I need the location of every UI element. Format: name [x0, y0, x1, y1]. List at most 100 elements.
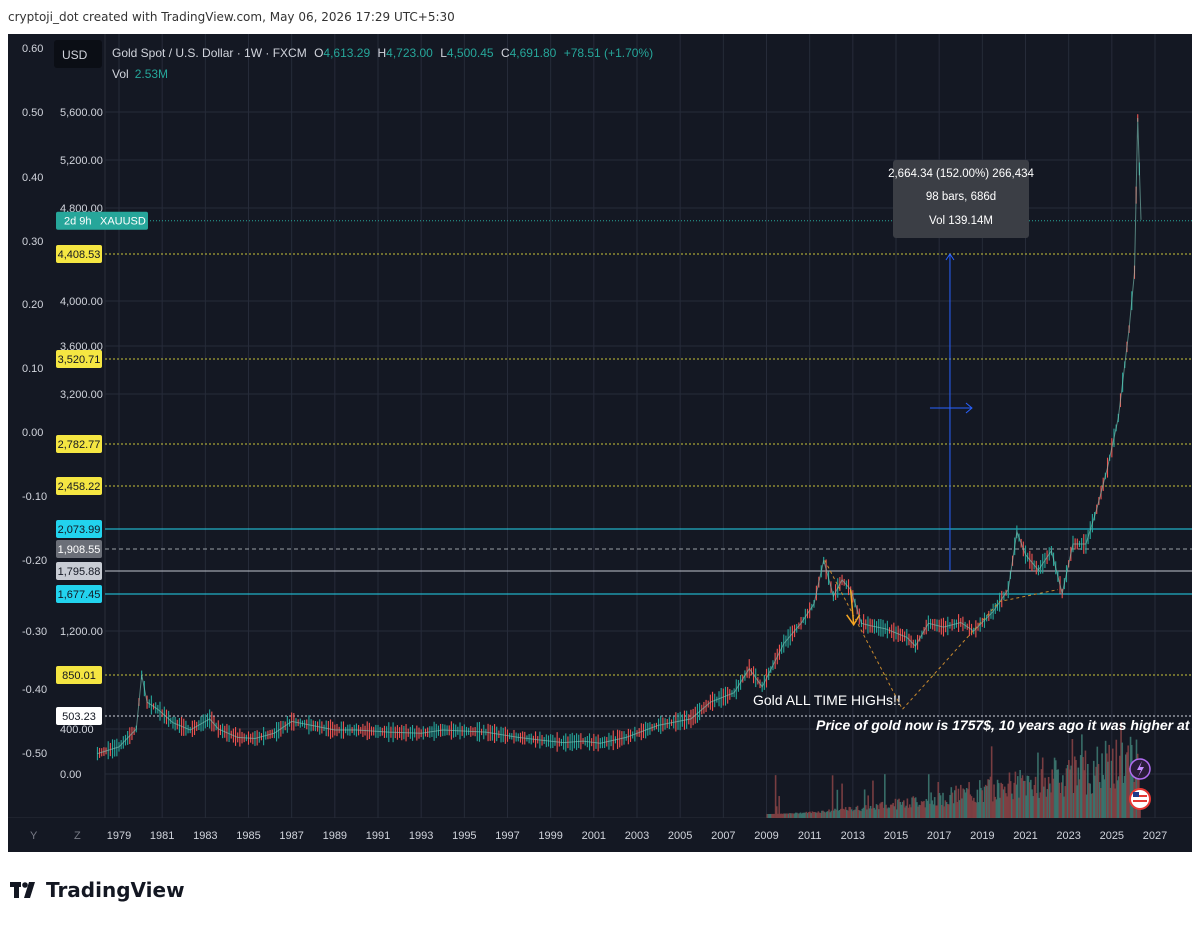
volume-bar — [823, 811, 826, 818]
volume-bar — [1053, 757, 1056, 818]
volume-bar — [901, 801, 904, 818]
down-arrow-head — [846, 614, 861, 627]
high-value: 4,723.00 — [386, 46, 433, 60]
volume-bar — [1070, 765, 1072, 818]
volume-bar — [945, 802, 948, 818]
x-tick-label: 2017 — [927, 830, 951, 842]
price-tick-label: 5,200.00 — [60, 155, 103, 167]
volume-bar — [1020, 778, 1023, 818]
volume-bar — [781, 813, 784, 818]
volume-bar — [957, 788, 960, 818]
volume-bar — [825, 811, 828, 818]
volume-bar — [783, 813, 785, 818]
volume-bar — [1100, 788, 1102, 818]
volume-bar — [943, 806, 945, 818]
volume-bar — [1120, 722, 1122, 818]
volume-bar — [955, 785, 957, 818]
trendline-dashed — [824, 560, 1058, 711]
volume-bar — [1108, 744, 1110, 818]
volume-bar — [831, 775, 834, 818]
volume-bar — [836, 789, 839, 818]
tradingview-logo-icon — [10, 882, 35, 898]
volume-bar — [954, 790, 956, 818]
volume-bar — [923, 800, 925, 818]
volume-bar — [1001, 783, 1004, 818]
volume-bar — [887, 807, 890, 818]
volume-bar — [1104, 740, 1107, 818]
volume-bar — [1009, 781, 1012, 818]
volume-bar — [834, 808, 836, 818]
volume-bar — [876, 805, 879, 818]
x-tick-label: 2009 — [754, 830, 778, 842]
volume-bar — [1101, 753, 1103, 818]
volume-bar — [1028, 782, 1031, 818]
volume-bar — [1018, 797, 1020, 818]
volume-bar — [980, 787, 982, 818]
volume-bar — [912, 796, 915, 818]
volume-bar — [1032, 796, 1035, 818]
change-value: +78.51 (+1.70%) — [564, 46, 653, 60]
volume-bar — [1072, 793, 1075, 818]
ratio-tick-label: 0.60 — [22, 43, 43, 55]
volume-bar — [1117, 776, 1120, 818]
chart-area[interactable]: 0.60 0.50 0.40 0.30 0.20 0.10 0.00 -0.10 -0.20 -0… — [8, 34, 1200, 852]
volume-bar — [892, 802, 894, 818]
volume-bar — [886, 808, 888, 818]
currency-box[interactable] — [54, 40, 102, 68]
z-axis-button[interactable]: Z — [74, 830, 81, 842]
y-axis-button[interactable]: Y — [30, 830, 38, 842]
price-chart[interactable]: 0.60 0.50 0.40 0.30 0.20 0.10 0.00 -0.10 -0.20 -0… — [8, 34, 1200, 852]
volume-bar — [951, 792, 954, 818]
ratio-tick-label: 0.20 — [22, 299, 43, 311]
volume-bar — [1064, 786, 1067, 818]
volume-bar — [1111, 748, 1114, 818]
volume-bar — [1071, 739, 1074, 818]
price-level-tag — [56, 350, 102, 368]
volume-bar — [853, 810, 855, 818]
volume-bar — [1027, 775, 1030, 818]
volume-bar — [859, 810, 861, 818]
volume-bar — [1037, 752, 1039, 818]
volume-bar — [1021, 775, 1024, 818]
measure-arrow-head — [965, 402, 973, 414]
volume-bar — [1116, 780, 1119, 818]
volume-bar — [822, 810, 824, 818]
volume-bar — [1073, 756, 1076, 818]
volume-bar — [812, 812, 815, 818]
vol-value: 2.53M — [135, 67, 168, 81]
volume-bar — [936, 805, 938, 818]
volume-bar — [767, 813, 770, 818]
volume-bar — [1087, 763, 1089, 818]
volume-bar — [1030, 779, 1032, 818]
volume-bar — [819, 812, 822, 818]
volume-bar — [1008, 772, 1011, 818]
volume-bar — [866, 809, 868, 818]
volume-bar — [1014, 771, 1017, 818]
volume-bar — [832, 810, 835, 818]
volume-bar — [1076, 785, 1078, 818]
volume-bar — [999, 797, 1001, 818]
volume-bar — [959, 784, 962, 818]
volume-bar — [1109, 787, 1112, 818]
price-series-line[interactable] — [97, 117, 1142, 755]
volume-bar — [917, 806, 919, 818]
volume-bar — [818, 812, 821, 818]
volume-bar — [809, 811, 811, 818]
volume-bar — [1126, 752, 1128, 818]
volume-bar — [1045, 796, 1048, 818]
volume-bar — [777, 813, 779, 818]
volume-bar — [1096, 746, 1099, 818]
price-level-tag — [56, 707, 102, 725]
volume-bar — [1095, 766, 1097, 818]
open-value: 4,613.29 — [323, 46, 370, 60]
volume-bar — [900, 804, 903, 818]
x-tick-label: 2025 — [1100, 830, 1124, 842]
volume-bar — [863, 789, 866, 818]
measure-arrow-head — [945, 253, 955, 261]
volume-bar — [939, 795, 942, 818]
volume-bar — [792, 813, 795, 818]
volume-bar — [793, 813, 796, 818]
volume-bar — [872, 780, 874, 818]
volume-bar — [1050, 792, 1052, 818]
volume-bar — [1033, 784, 1036, 818]
